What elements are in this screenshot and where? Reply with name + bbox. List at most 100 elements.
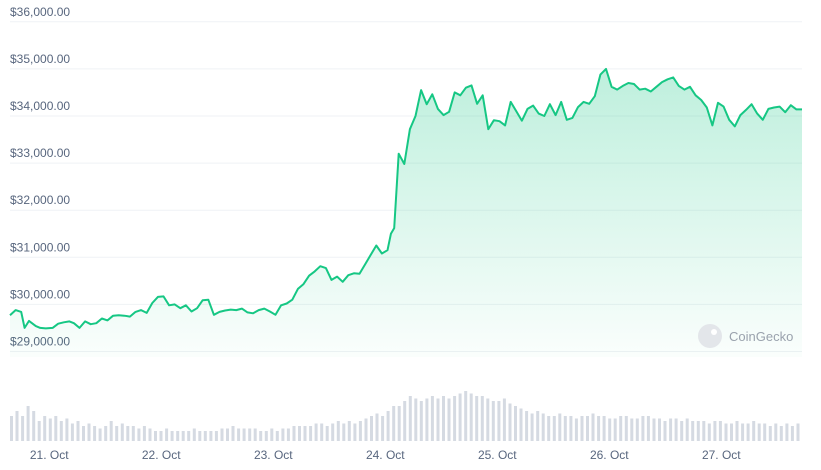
volume-bar: [757, 423, 761, 441]
volume-bar: [707, 423, 711, 441]
volume-bar: [159, 431, 163, 441]
volume-bar: [763, 423, 767, 441]
volume-bar: [641, 416, 645, 441]
volume-bar: [685, 418, 689, 441]
volume-bar: [109, 421, 113, 441]
price-area: [10, 68, 802, 358]
volume-bar: [165, 428, 169, 441]
volume-bar: [635, 418, 639, 441]
volume-bar: [508, 403, 512, 441]
volume-bar: [514, 406, 517, 441]
volume-bar: [658, 418, 661, 441]
volume-bar: [270, 428, 274, 441]
volume-bar: [713, 421, 717, 441]
volume-bar: [403, 401, 407, 441]
volume-bar: [591, 413, 595, 441]
volume-bar: [796, 423, 800, 441]
volume-bar: [785, 423, 789, 441]
volume-bar: [43, 416, 47, 441]
volume-bar: [563, 416, 567, 441]
volume-bar: [131, 426, 135, 441]
volume-bar: [464, 391, 468, 441]
volume-bar: [325, 426, 329, 441]
volume-bar: [790, 426, 794, 441]
y-tick-label: $33,000.00: [10, 146, 70, 160]
volume-bar: [115, 426, 119, 441]
volume-bar: [87, 423, 91, 441]
volume-bar: [303, 426, 307, 441]
volume-bar: [264, 431, 268, 441]
y-axis-labels: $29,000.00$30,000.00$31,000.00$32,000.00…: [10, 5, 70, 349]
volume-bar: [547, 416, 551, 441]
volume-bar: [718, 421, 722, 441]
volume-bar: [574, 418, 578, 441]
volume-bar: [408, 396, 412, 441]
volume-bar: [381, 416, 385, 441]
volume-bar: [192, 428, 196, 441]
volume-bar: [558, 413, 562, 441]
volume-bar: [298, 426, 301, 441]
volume-bar: [691, 421, 695, 441]
volume-bar: [275, 431, 279, 441]
volume-bar: [630, 418, 634, 441]
volume-bar: [336, 421, 340, 441]
volume-bar: [286, 428, 290, 441]
volume-bar: [120, 423, 124, 441]
volume-bar: [353, 423, 357, 441]
volume-bar: [619, 416, 623, 441]
x-tick-label: 22. Oct: [142, 448, 181, 462]
volume-bar: [730, 423, 733, 441]
volume-bar: [608, 418, 612, 441]
volume-bar: [10, 416, 13, 441]
volume-bar: [358, 421, 362, 441]
y-tick-label: $31,000.00: [10, 240, 70, 254]
volume-bar: [142, 426, 146, 441]
volume-bar: [552, 416, 556, 441]
volume-bar: [154, 431, 157, 441]
volume-bar: [475, 396, 479, 441]
volume-bar: [669, 418, 673, 441]
volume-bar: [21, 416, 25, 441]
volume-bar: [93, 426, 97, 441]
x-tick-label: 27. Oct: [702, 448, 741, 462]
volume-bar: [82, 426, 85, 441]
volume-bar: [15, 411, 19, 441]
volume-bar: [37, 421, 41, 441]
volume-bar: [342, 423, 346, 441]
volume-bar: [253, 428, 257, 441]
volume-bar: [458, 393, 462, 441]
watermark-text: CoinGecko: [729, 329, 793, 344]
volume-bar: [65, 418, 69, 441]
y-tick-label: $34,000.00: [10, 99, 70, 113]
volume-bar: [746, 423, 750, 441]
volume-bar: [597, 416, 601, 441]
volume-bar: [242, 428, 246, 441]
volume-bar: [259, 431, 263, 441]
volume-bar: [187, 431, 191, 441]
volume-bar: [696, 421, 700, 441]
volume-bar: [331, 423, 335, 441]
coingecko-logo-icon: [698, 324, 722, 348]
volume-bar: [502, 398, 506, 441]
volume-bar: [774, 423, 778, 441]
volume-bar: [752, 421, 756, 441]
x-axis-labels: 21. Oct 22. Oct 23. Oct 24. Oct 25. Oct 26. O…: [30, 448, 741, 462]
volume-bar: [314, 423, 318, 441]
volume-bar: [652, 418, 656, 441]
y-tick-label: $35,000.00: [10, 52, 70, 66]
volume-bar: [397, 406, 401, 441]
volume-bar: [70, 423, 74, 441]
volume-bar: [602, 416, 606, 441]
volume-bar: [248, 428, 252, 441]
volume-bar: [237, 428, 241, 441]
volume-bar: [281, 428, 285, 441]
y-tick-label: $36,000.00: [10, 5, 70, 19]
volume-bar: [486, 398, 490, 441]
volume-bar: [226, 428, 229, 441]
volume-bar: [48, 418, 52, 441]
volume-bar: [220, 428, 224, 441]
coingecko-logo-eye-icon: [711, 329, 717, 335]
volume-bar: [209, 431, 213, 441]
x-tick-label: 23. Oct: [254, 448, 293, 462]
volume-bar: [525, 411, 529, 441]
